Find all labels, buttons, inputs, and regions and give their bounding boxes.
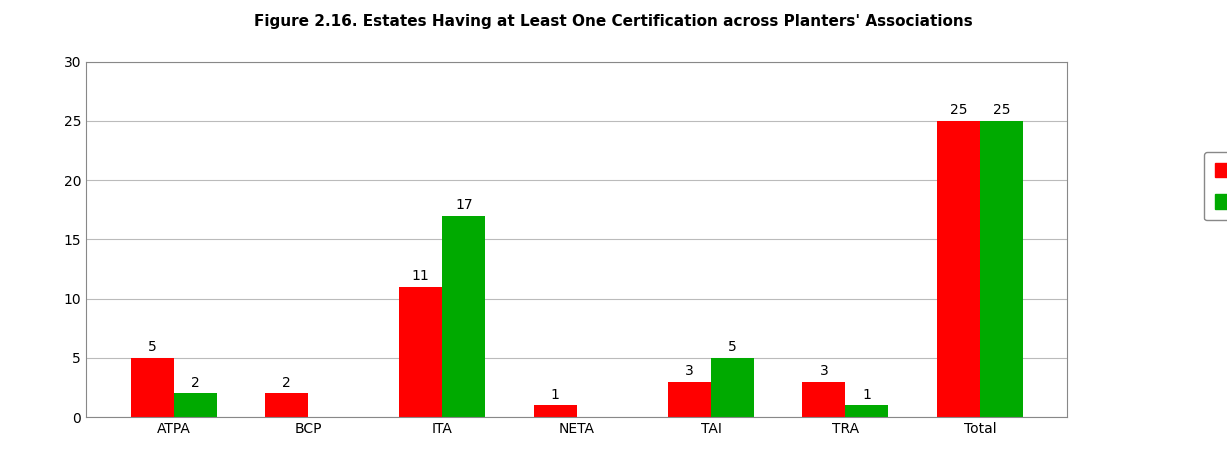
Bar xyxy=(534,405,577,417)
Bar xyxy=(667,382,712,417)
Bar xyxy=(980,121,1023,417)
Text: 5: 5 xyxy=(147,340,156,355)
Text: 1: 1 xyxy=(551,388,560,402)
Text: 11: 11 xyxy=(412,269,429,283)
Text: 17: 17 xyxy=(455,198,472,212)
Text: 2: 2 xyxy=(282,376,291,390)
Bar xyxy=(712,358,755,417)
Text: 1: 1 xyxy=(863,388,871,402)
Text: 3: 3 xyxy=(820,364,828,378)
Text: 25: 25 xyxy=(950,103,967,118)
Bar xyxy=(173,393,216,417)
Bar xyxy=(265,393,308,417)
Bar xyxy=(399,287,442,417)
Text: 5: 5 xyxy=(728,340,737,355)
Text: Figure 2.16. Estates Having at Least One Certification across Planters' Associat: Figure 2.16. Estates Having at Least One… xyxy=(254,14,973,29)
Legend: No, Yes: No, Yes xyxy=(1205,152,1227,220)
Bar xyxy=(845,405,888,417)
Bar xyxy=(937,121,980,417)
Bar xyxy=(442,216,486,417)
Text: 25: 25 xyxy=(993,103,1010,118)
Bar xyxy=(130,358,173,417)
Text: 3: 3 xyxy=(685,364,694,378)
Bar xyxy=(802,382,845,417)
Text: 2: 2 xyxy=(190,376,200,390)
